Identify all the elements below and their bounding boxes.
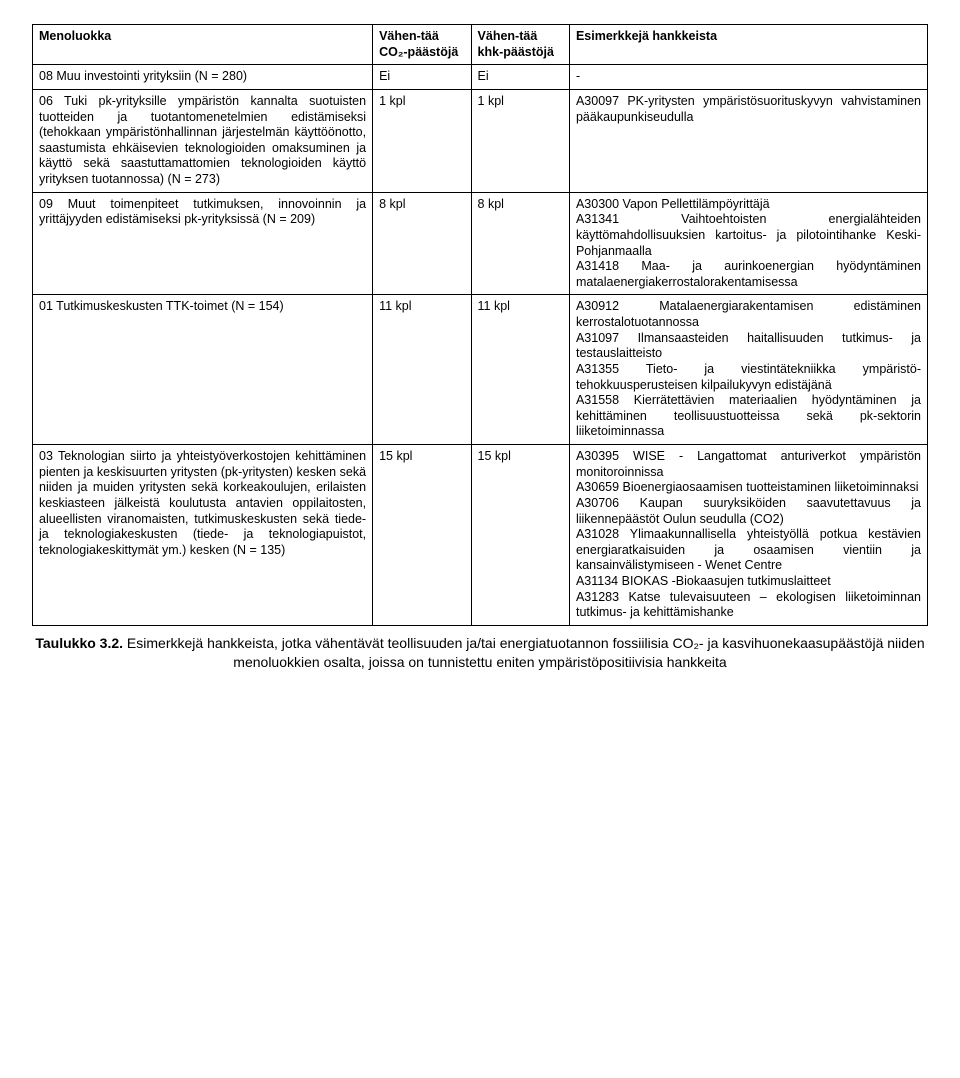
table-row: 01 Tutkimuskeskusten TTK-toimet (N = 154… bbox=[33, 295, 928, 445]
cell-khk: 15 kpl bbox=[471, 445, 569, 626]
table-row: 08 Muu investointi yrityksiin (N = 280) … bbox=[33, 65, 928, 90]
cell-esimerkit: - bbox=[569, 65, 927, 90]
data-table: Menoluokka Vähen-tää CO₂-päästöjä Vähen-… bbox=[32, 24, 928, 626]
cell-esimerkit: A30395 WISE - Langattomat anturiverkot y… bbox=[569, 445, 927, 626]
cell-khk: 11 kpl bbox=[471, 295, 569, 445]
header-khk: Vähen-tää khk-päästöjä bbox=[471, 25, 569, 65]
caption-label: Taulukko 3.2. bbox=[35, 635, 123, 651]
cell-esimerkit: A30300 Vapon PellettilämpöyrittäjäA31341… bbox=[569, 192, 927, 295]
cell-esimerkit: A30912 Matalaenergiarakentamisen edistäm… bbox=[569, 295, 927, 445]
cell-esimerkit: A30097 PK-yritysten ympäristösuorituskyv… bbox=[569, 89, 927, 192]
cell-khk: 1 kpl bbox=[471, 89, 569, 192]
header-menoluokka: Menoluokka bbox=[33, 25, 373, 65]
cell-khk: 8 kpl bbox=[471, 192, 569, 295]
cell-menoluokka: 03 Teknologian siirto ja yhteistyöverkos… bbox=[33, 445, 373, 626]
cell-co2: 1 kpl bbox=[373, 89, 471, 192]
cell-menoluokka: 08 Muu investointi yrityksiin (N = 280) bbox=[33, 65, 373, 90]
cell-co2: 11 kpl bbox=[373, 295, 471, 445]
table-row: 03 Teknologian siirto ja yhteistyöverkos… bbox=[33, 445, 928, 626]
cell-co2: 8 kpl bbox=[373, 192, 471, 295]
table-row: 06 Tuki pk-yrityksille ympäristön kannal… bbox=[33, 89, 928, 192]
table-header-row: Menoluokka Vähen-tää CO₂-päästöjä Vähen-… bbox=[33, 25, 928, 65]
header-esimerkkeja: Esimerkkejä hankkeista bbox=[569, 25, 927, 65]
cell-menoluokka: 09 Muut toimenpiteet tutkimuksen, innovo… bbox=[33, 192, 373, 295]
caption-text: Esimerkkejä hankkeista, jotka vähentävät… bbox=[123, 635, 925, 670]
cell-menoluokka: 01 Tutkimuskeskusten TTK-toimet (N = 154… bbox=[33, 295, 373, 445]
cell-menoluokka: 06 Tuki pk-yrityksille ympäristön kannal… bbox=[33, 89, 373, 192]
cell-co2: 15 kpl bbox=[373, 445, 471, 626]
cell-co2: Ei bbox=[373, 65, 471, 90]
table-row: 09 Muut toimenpiteet tutkimuksen, innovo… bbox=[33, 192, 928, 295]
cell-khk: Ei bbox=[471, 65, 569, 90]
table-caption: Taulukko 3.2. Esimerkkejä hankkeista, jo… bbox=[32, 634, 928, 672]
header-co2: Vähen-tää CO₂-päästöjä bbox=[373, 25, 471, 65]
